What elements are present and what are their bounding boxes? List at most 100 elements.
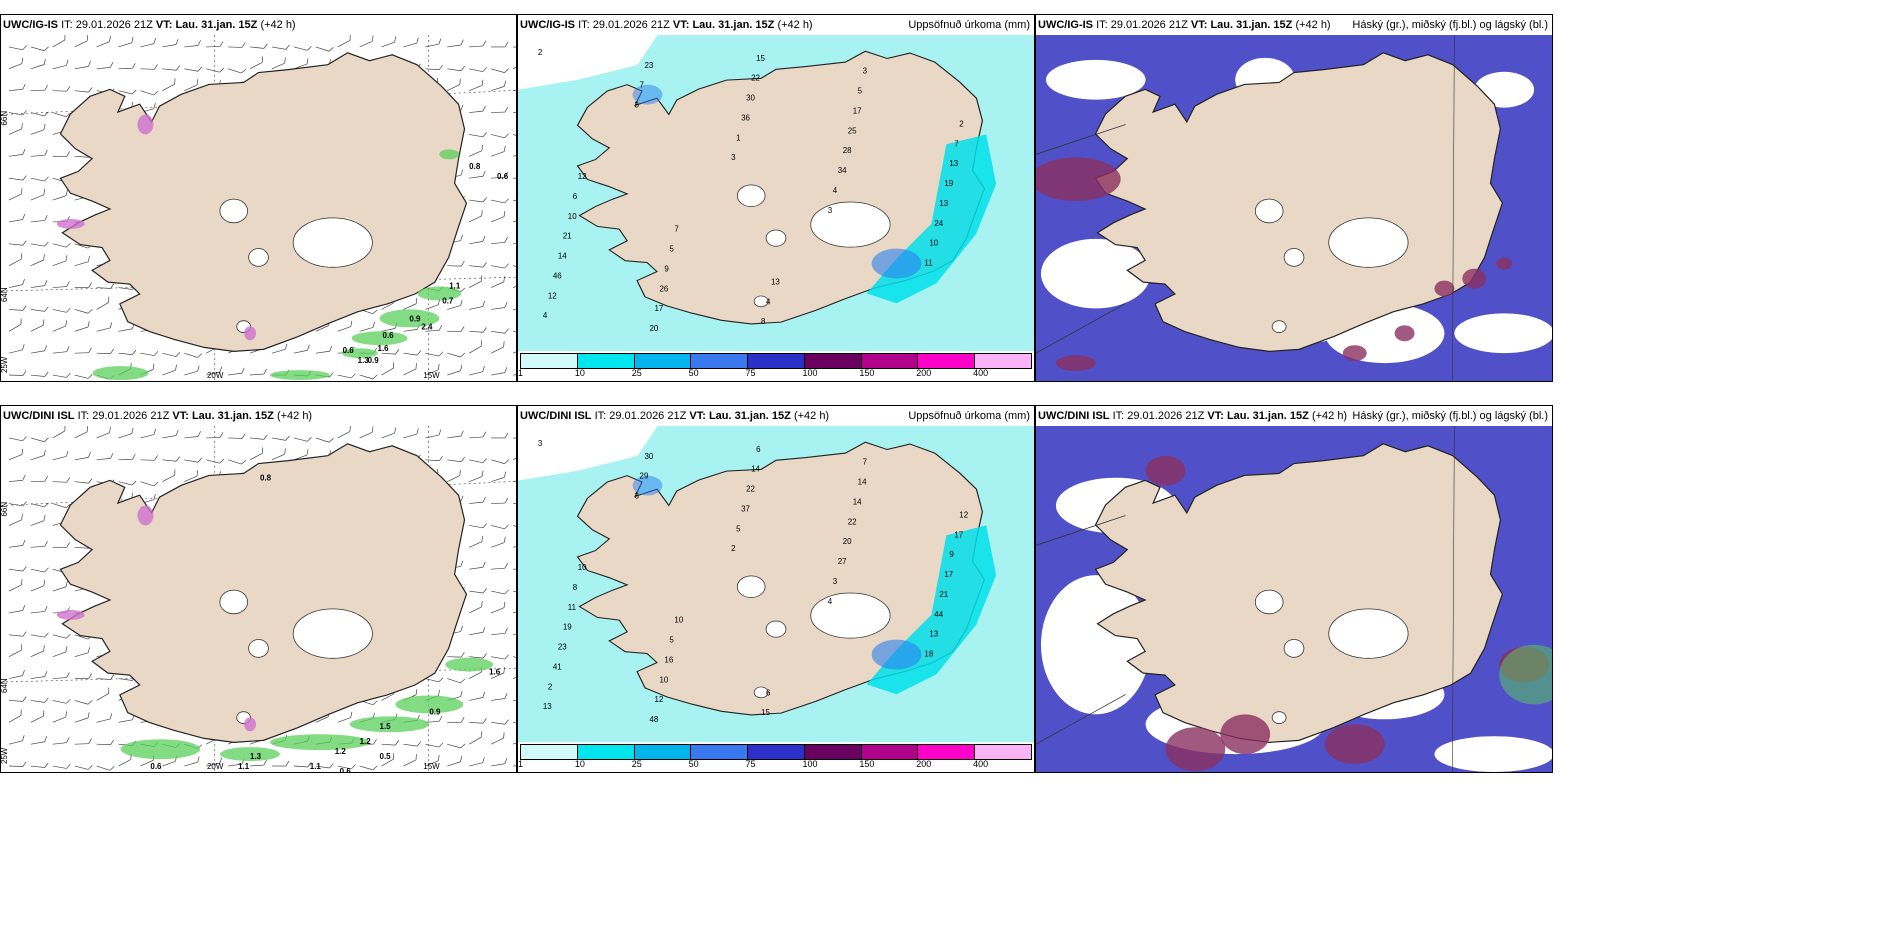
wind-barb [8, 110, 27, 116]
wind-barb [513, 177, 516, 179]
precip-value: 44 [934, 610, 943, 619]
wind-barb [469, 366, 485, 376]
wind-barb [447, 678, 466, 684]
wind-value: 0.9 [429, 707, 441, 716]
wind-barb [52, 711, 67, 723]
wind-barb [381, 36, 397, 48]
wind-barb [293, 436, 312, 442]
wind-barb [30, 514, 46, 526]
map-precip[interactable]: 3 3 2 4 18 13 29 5 3 13 2 30 37 27 44 41 48 22 20 21 23 12 14 2… [518, 426, 1034, 742]
wind-barb [447, 430, 464, 439]
wind-barb [447, 326, 465, 332]
precip-value: 12 [578, 172, 587, 181]
wind-barb [96, 283, 115, 289]
glacier-myrdalsjokull [753, 686, 769, 699]
map-wind[interactable]: 0.8 0.6 1.1 0.7 0.9 2.4 0.6 0.6 1.6 1.3 0.9 20W 15W 6… [1, 35, 516, 381]
wind-value: 1.3 [358, 356, 370, 365]
precip-value: 10 [578, 563, 587, 572]
wind-barb [512, 152, 516, 157]
wind-barb [425, 364, 440, 376]
precip-value: 14 [751, 465, 760, 474]
wind-barb [74, 321, 90, 332]
snow-spot [56, 218, 85, 229]
wind-barb [425, 677, 444, 683]
wind-barb [447, 352, 466, 358]
precip-value: 5 [669, 636, 674, 645]
precip-max-area [871, 639, 922, 670]
wind-barb [30, 319, 45, 332]
precip-value: 3 [828, 206, 833, 215]
precip-value: 9 [664, 265, 669, 274]
precip-value: 5 [736, 524, 741, 533]
colorbar-tick: 50 [688, 368, 699, 378]
map-precip[interactable]: 2 3 3 3 11 4 7 1 4 10 12 23 36 34 24 46 20 30 28 13 14 17 22 25… [518, 35, 1034, 351]
wind-barb [52, 151, 71, 157]
precip-value: 2 [959, 119, 964, 128]
precip-value: 4 [833, 186, 838, 195]
wind-barb [30, 632, 49, 638]
wind-value: 1.3 [250, 752, 262, 761]
wind-barb [512, 633, 516, 636]
panel-header: UWC/DINI ISL IT: 29.01.2026 21Z VT: Lau.… [518, 406, 1034, 426]
wind-barb [118, 349, 137, 355]
wind-barb [52, 698, 71, 704]
colorbar-cell [918, 745, 976, 759]
wind-barb [8, 318, 22, 332]
wind-barb [96, 322, 113, 332]
precip-value: 17 [954, 530, 963, 539]
precip-value: 2 [731, 544, 736, 553]
wind-barb [490, 732, 505, 745]
cloud-map-svg [1036, 35, 1552, 381]
glacier-vatnajokull [1328, 608, 1409, 659]
glacier-vatnajokull [292, 217, 373, 268]
wind-barb [491, 562, 508, 570]
wind-barb [381, 740, 400, 746]
precip-value: 10 [659, 675, 668, 684]
panel-header: UWC/DINI ISL IT: 29.01.2026 21Z VT: Lau.… [1, 406, 516, 426]
wind-barb [74, 87, 93, 93]
wind-barb [469, 144, 483, 157]
wind-barb [162, 469, 176, 482]
wind-barb [184, 470, 199, 482]
wind-barb [30, 671, 48, 679]
wind-barb [52, 112, 71, 118]
iceland-group [1094, 52, 1504, 352]
wind-barb [403, 754, 417, 767]
glacier-hofsjokull [765, 620, 787, 638]
precip-value: 26 [659, 284, 668, 293]
wind-value: 1.1 [238, 762, 250, 771]
glacier-langjokull [736, 575, 766, 598]
snow-spot [137, 505, 154, 526]
wind-barb [512, 608, 516, 614]
map-cloud[interactable] [1036, 426, 1552, 772]
map-wind[interactable]: 0.8 1.6 0.9 1.2 1.5 1.1 0.6 1.2 0.5 0.6 1.1 1.3 20W 1… [1, 426, 516, 772]
wind-barb [403, 37, 419, 48]
wind-barb [96, 713, 113, 723]
colorbar: 1 10 25 50 75 100 150 200 400 [518, 742, 1034, 772]
colorbar-tick: 400 [973, 759, 989, 769]
wind-value: 1.6 [489, 668, 501, 677]
wind-barb [491, 106, 509, 113]
wind-barb [8, 474, 26, 483]
sea-boundary-line [1036, 694, 1126, 745]
map-cloud[interactable] [1036, 35, 1552, 381]
wind-barb [206, 458, 225, 464]
wind-barb [293, 344, 310, 354]
precip-value: 14 [558, 252, 567, 261]
colorbar-cell [577, 745, 635, 759]
precip-value: 13 [939, 199, 948, 208]
wind-barb [8, 644, 22, 657]
wind-barb [96, 35, 111, 48]
wind-barb [52, 450, 69, 461]
wind-barb [425, 324, 443, 332]
wind-barb [184, 40, 201, 48]
precip-value: 4 [766, 297, 771, 306]
wind-barb [490, 80, 507, 92]
wind-barb [337, 764, 356, 770]
wind-barb [118, 63, 136, 70]
iceland-group [59, 443, 468, 743]
colorbar-tick: 200 [916, 759, 932, 769]
wind-barb [490, 601, 506, 614]
precip-value: 34 [838, 166, 847, 175]
wind-barb [381, 753, 395, 767]
